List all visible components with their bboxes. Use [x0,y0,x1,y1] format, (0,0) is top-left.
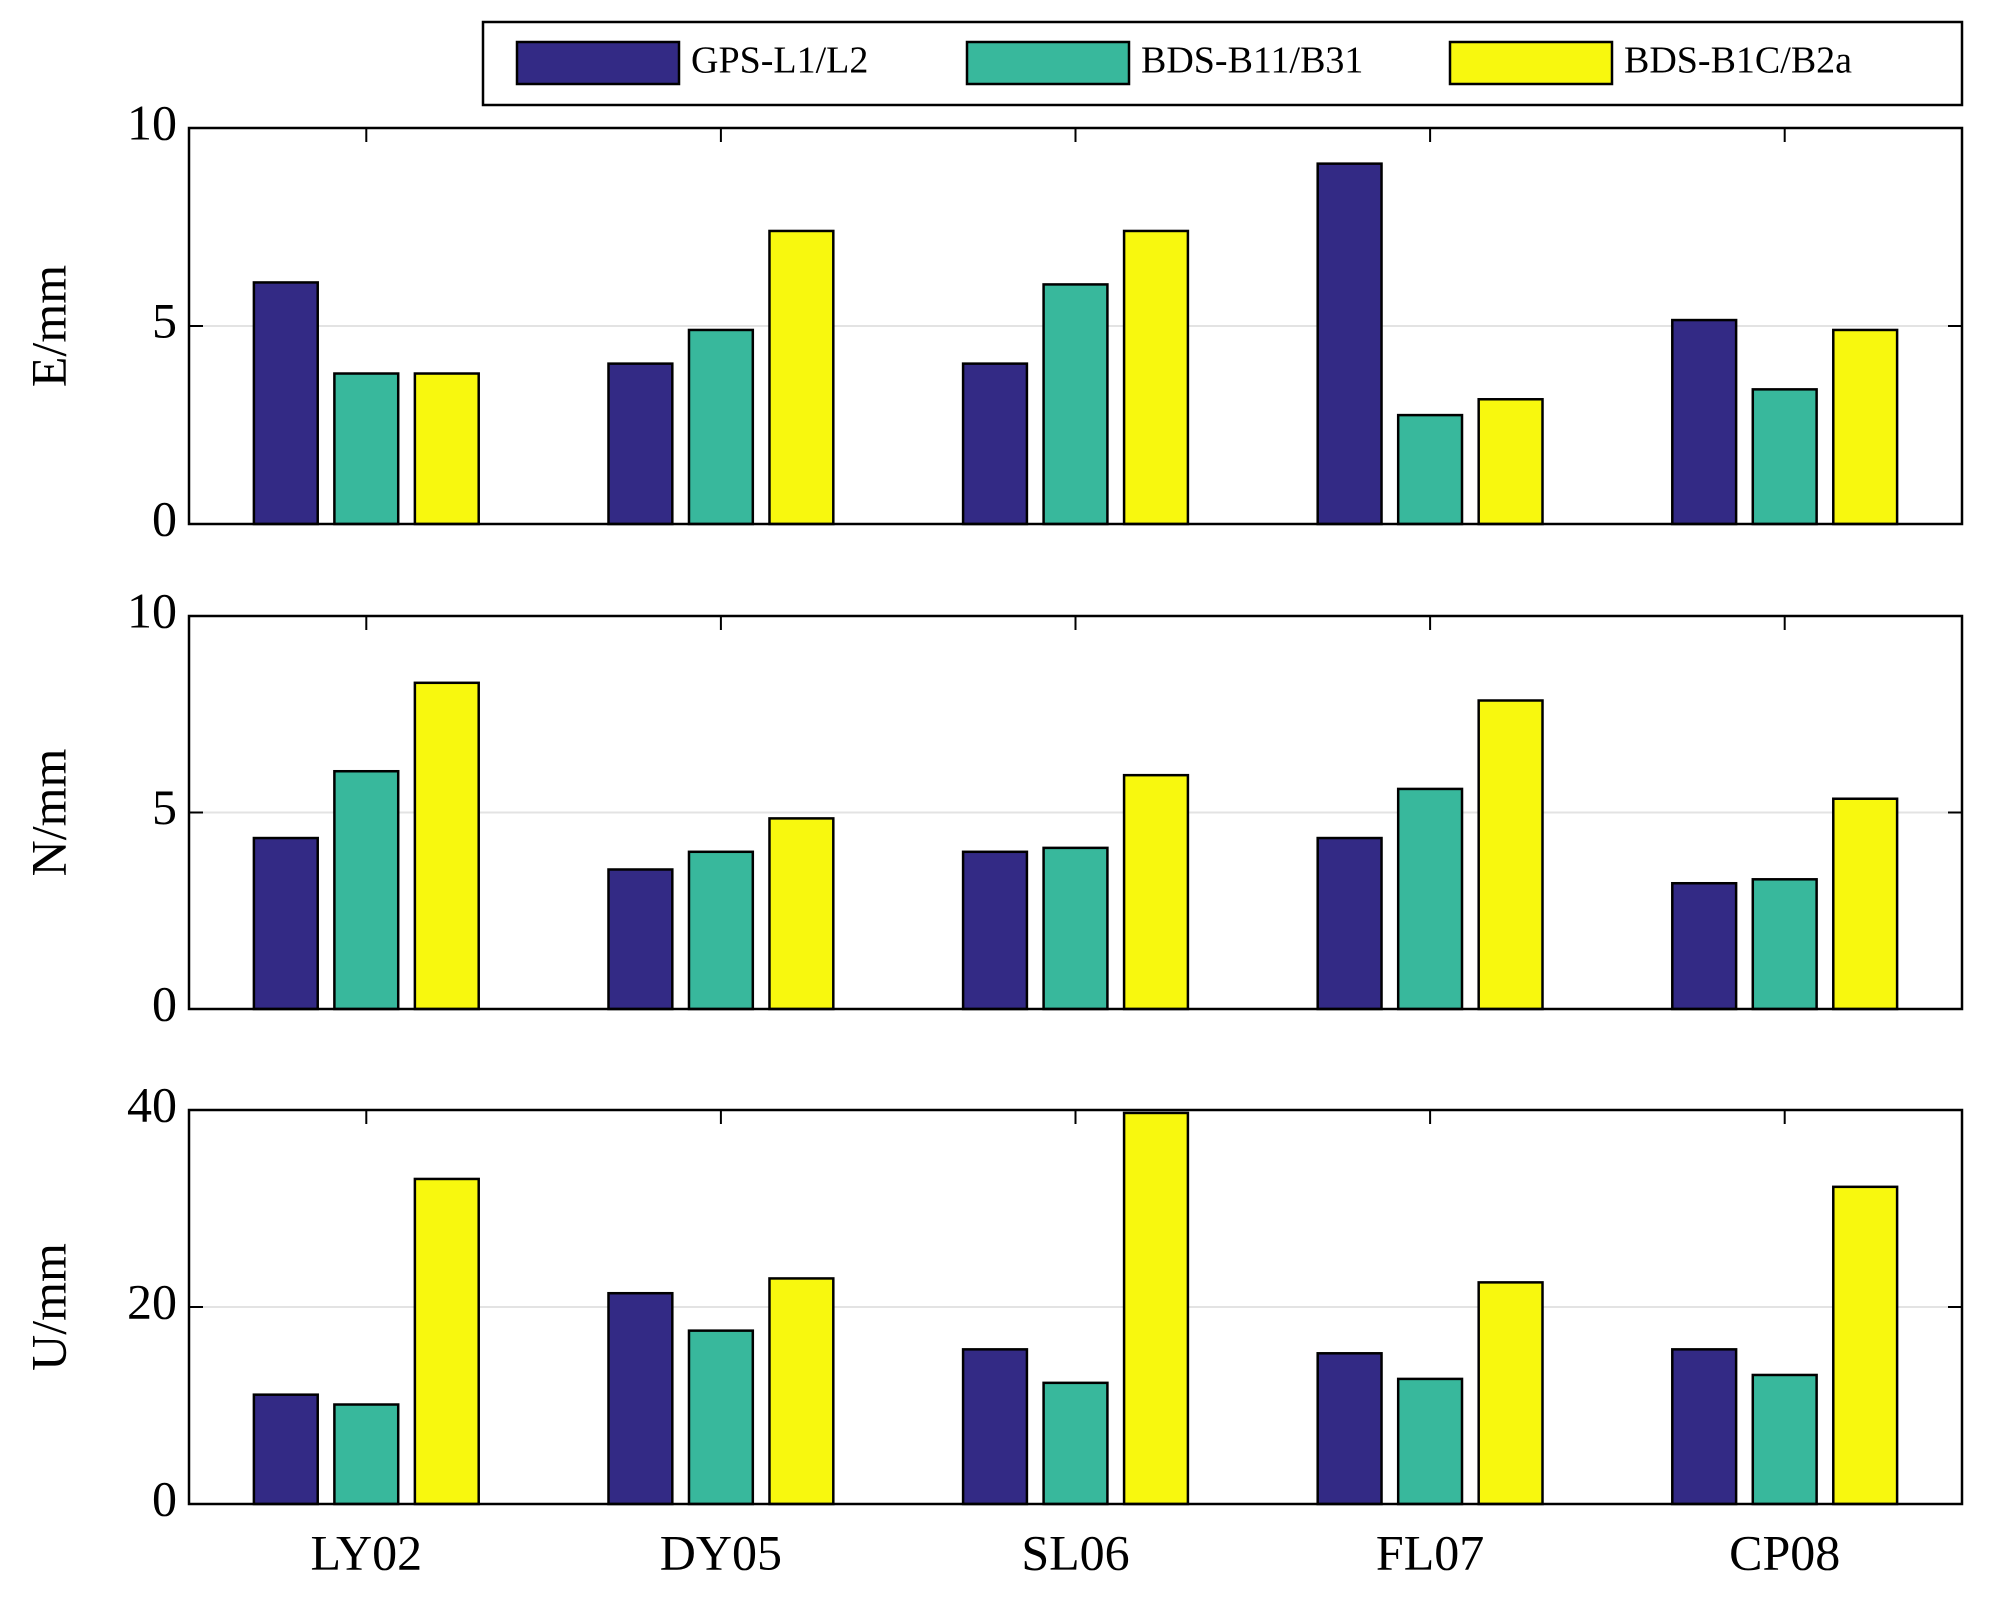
bar [1832,328,1899,526]
bar [1122,229,1190,526]
bar [252,281,319,526]
bar [1042,846,1109,1011]
x-tick-label: LY02 [310,1524,422,1580]
bar [1671,881,1738,1011]
bar [768,229,835,526]
bar [768,1277,835,1506]
x-tick-label: DY05 [660,1524,782,1580]
bar [1477,1281,1544,1506]
bar [1671,318,1738,526]
bar [413,372,480,526]
bar [1751,878,1818,1011]
bar [1316,836,1383,1011]
legend-swatch [965,40,1131,86]
bar [1042,283,1109,526]
y-tick-label: 20 [127,1273,177,1329]
bar [1396,413,1464,526]
bar [413,1177,480,1506]
y-tick-label: 0 [152,490,177,546]
bar [333,1403,400,1506]
bar [252,1393,319,1506]
bar [1122,773,1190,1011]
bar [607,1291,674,1506]
y-tick-label: 40 [127,1076,177,1132]
bar [1477,398,1544,526]
bar [607,868,674,1011]
bar [687,850,755,1011]
x-tick-label: CP08 [1729,1524,1840,1580]
plot-frame [187,126,1964,526]
bar [1396,787,1464,1011]
bar [768,817,835,1011]
bar [961,850,1029,1011]
bar [1316,162,1383,526]
legend-label: BDS-B1C/B2a [1624,40,1852,82]
bar [1832,797,1899,1011]
bar [1396,1377,1464,1506]
y-axis-label: N/mm [20,749,76,877]
y-tick-label: 10 [127,94,177,150]
bar [607,362,674,526]
bar [1122,1111,1190,1506]
y-tick-label: 0 [152,1470,177,1526]
x-tick-label: SL06 [1021,1524,1129,1580]
bar [1316,1352,1383,1506]
y-axis-label: E/mm [20,265,76,387]
bar [1751,388,1818,526]
bar [333,372,400,526]
bar [687,1329,755,1506]
bar [1477,699,1544,1011]
bar [1671,1348,1738,1506]
legend-label: BDS-B11/B31 [1141,40,1363,82]
legend-box [481,20,1964,107]
plot-frame [187,1108,1964,1506]
legend-label: GPS-L1/L2 [691,40,868,82]
y-tick-label: 5 [152,779,177,835]
bar [252,836,319,1011]
y-axis-label: U/mm [20,1243,76,1371]
bar [687,328,755,526]
bar [1042,1381,1109,1506]
plot-frame [187,614,1964,1011]
bar [413,681,480,1011]
bar [1832,1185,1899,1506]
bar [1751,1373,1818,1506]
y-tick-label: 5 [152,292,177,348]
legend-swatch [1448,40,1614,86]
legend-swatch [515,40,681,86]
y-tick-label: 0 [152,975,177,1031]
bar [961,1348,1029,1506]
bar [961,362,1029,526]
y-tick-label: 10 [127,582,177,638]
x-tick-label: FL07 [1376,1524,1484,1580]
bar [333,769,400,1011]
